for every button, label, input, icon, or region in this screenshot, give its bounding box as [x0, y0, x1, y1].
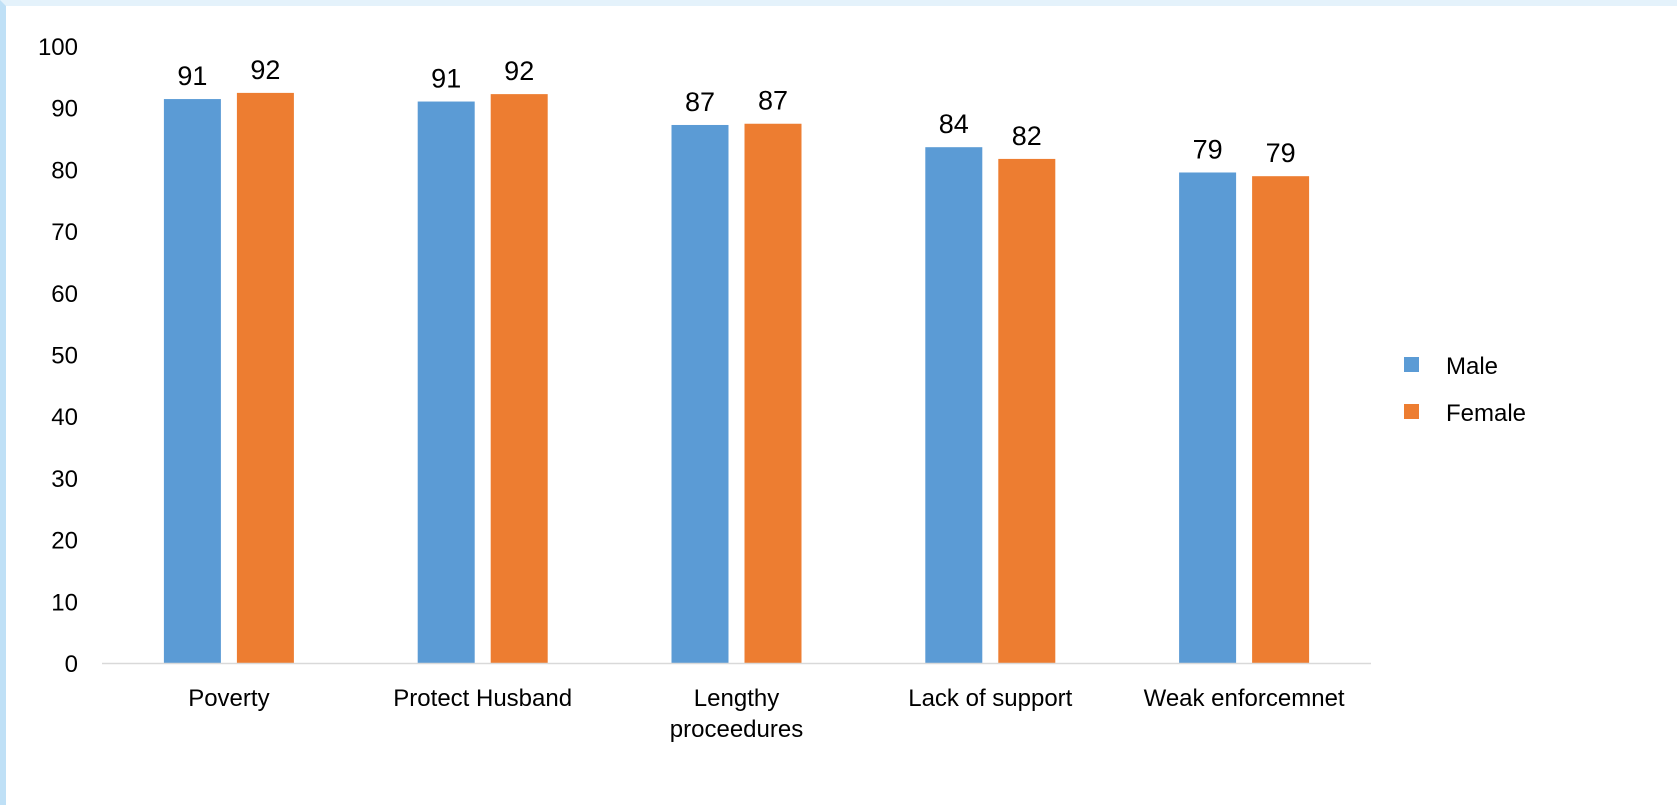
data-label-male: 84: [939, 109, 969, 139]
data-label-male: 91: [177, 61, 207, 91]
y-tick-label: 90: [51, 96, 78, 123]
x-tick-label: Lengthy proceedures: [670, 685, 803, 743]
y-tick-label: 60: [51, 281, 78, 308]
bar-chart: 0 10 20 30 40 50 60 70 80 90 100 91 92 91 92 87 87 84 82 7…: [38, 34, 1526, 743]
x-tick-label: Poverty: [188, 685, 269, 712]
y-tick-label: 10: [51, 589, 78, 616]
x-tick-label: Weak enforcemnet: [1144, 685, 1345, 712]
x-tick-label: Protect Husband: [393, 685, 572, 712]
y-tick-label: 100: [38, 34, 78, 61]
legend-swatch-female: [1404, 404, 1419, 419]
data-label-female: 92: [504, 56, 534, 86]
x-tick-label: Lack of support: [908, 685, 1072, 712]
y-tick-label: 20: [51, 528, 78, 555]
data-label-female: 79: [1266, 138, 1296, 168]
x-axis: Poverty Protect Husband Lengthy proceedures…: [102, 662, 1371, 743]
bar-female: [236, 92, 294, 664]
y-tick-label: 50: [51, 343, 78, 370]
data-label-male: 91: [431, 64, 461, 94]
bar-male: [163, 99, 221, 663]
y-tick-label: 80: [51, 157, 78, 184]
y-axis: 0 10 20 30 40 50 60 70 80 90 100: [38, 34, 78, 678]
data-label-male: 87: [685, 87, 715, 117]
bar-male: [1179, 172, 1237, 664]
bars: [163, 92, 1310, 664]
y-tick-label: 40: [51, 404, 78, 431]
bar-female: [998, 158, 1056, 663]
bar-female: [1252, 176, 1310, 663]
data-label-male: 79: [1193, 134, 1223, 164]
bar-female: [490, 94, 548, 664]
data-labels: 91 92 91 92 87 87 84 82 79 79: [177, 55, 1295, 168]
y-tick-label: 70: [51, 219, 78, 246]
legend-swatch-male: [1404, 357, 1419, 372]
bar-female: [744, 123, 802, 663]
y-tick-label: 0: [65, 651, 78, 678]
data-label-female: 92: [250, 55, 280, 85]
legend: Male Female: [1404, 353, 1526, 427]
data-label-female: 87: [758, 86, 788, 116]
y-tick-label: 30: [51, 466, 78, 493]
bar-male: [925, 147, 983, 664]
data-label-female: 82: [1012, 121, 1042, 151]
bar-male: [671, 124, 729, 663]
legend-label-female: Female: [1446, 400, 1526, 427]
bar-male: [417, 101, 475, 663]
legend-label-male: Male: [1446, 353, 1498, 380]
